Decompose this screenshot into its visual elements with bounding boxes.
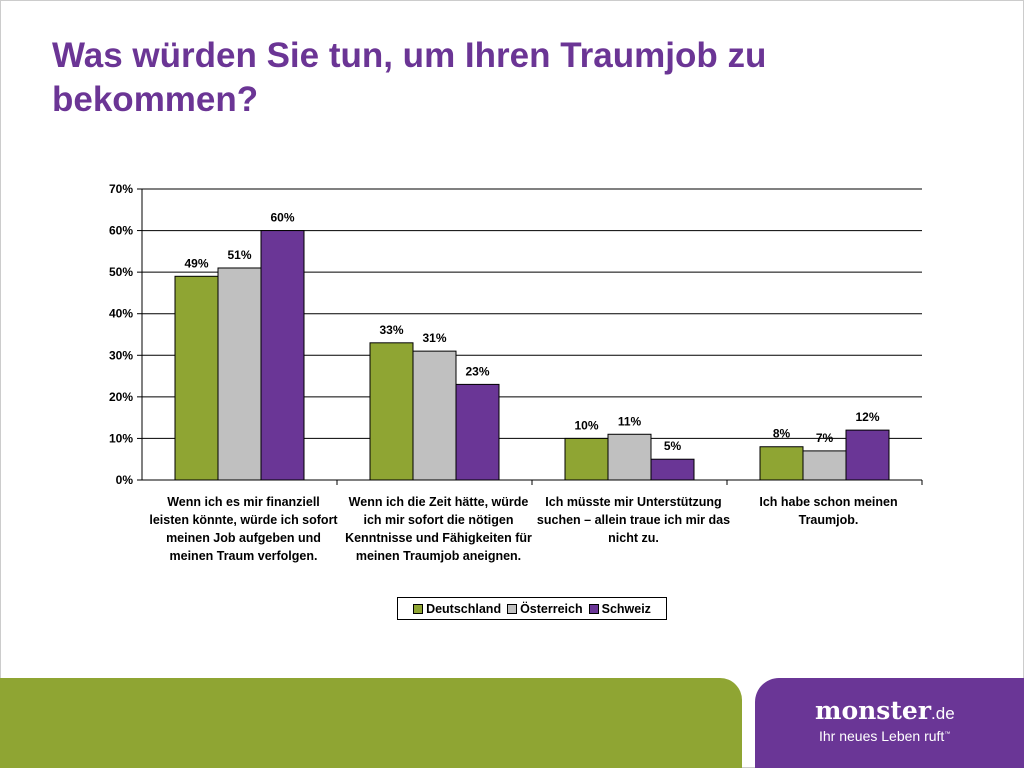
- bar-österreich: [802, 450, 847, 481]
- monster-logo: monster.de: [815, 696, 955, 725]
- logo-text: monster: [815, 696, 932, 725]
- bar-österreich: [412, 350, 457, 481]
- data-label: 11%: [618, 414, 642, 428]
- y-tick-label: 50%: [109, 265, 133, 279]
- data-label: 33%: [379, 323, 403, 337]
- tagline: Ihr neues Leben ruft™: [819, 728, 950, 744]
- y-tick-label: 10%: [109, 431, 133, 445]
- y-tick-label: 0%: [116, 473, 134, 487]
- bar-deutschland: [759, 446, 804, 481]
- data-label: 7%: [816, 431, 834, 445]
- bar-schweiz: [650, 458, 695, 481]
- data-label: 60%: [270, 211, 294, 225]
- bar-deutschland: [564, 437, 609, 481]
- x-category-label: Ich müsste mir Unterstützung suchen – al…: [536, 495, 731, 545]
- legend-swatch: [588, 603, 599, 614]
- legend: Deutschland Österreich Schweiz: [397, 597, 667, 620]
- data-label: 31%: [422, 331, 446, 345]
- legend-item-deutschland: Deutschland: [413, 602, 501, 616]
- bar-deutschland: [369, 342, 414, 481]
- legend-label: Deutschland: [426, 601, 502, 616]
- data-label: 5%: [664, 439, 682, 453]
- x-category-label: Wenn ich es mir finanziell leisten könnt…: [149, 495, 338, 563]
- data-label: 23%: [465, 364, 489, 378]
- legend-label: Schweiz: [601, 601, 651, 616]
- y-tick-label: 20%: [109, 390, 133, 404]
- data-label: 10%: [574, 418, 598, 432]
- legend-item-schweiz: Schweiz: [588, 601, 651, 616]
- footer-green-band: [0, 678, 742, 768]
- bar-schweiz: [455, 383, 500, 481]
- x-category-label: Wenn ich die Zeit hätte, würde ich mir s…: [345, 495, 532, 563]
- bar-schweiz: [845, 429, 890, 481]
- y-tick-label: 30%: [109, 348, 133, 362]
- bar-österreich: [217, 267, 262, 481]
- legend-swatch: [507, 603, 518, 614]
- data-label: 12%: [855, 410, 879, 424]
- tagline-text: Ihr neues Leben ruft: [819, 728, 945, 744]
- x-category-label: Ich habe schon meinen Traumjob.: [759, 495, 898, 527]
- y-tick-label: 40%: [109, 307, 133, 321]
- data-label: 8%: [773, 427, 791, 441]
- bar-schweiz: [260, 230, 305, 481]
- y-tick-label: 60%: [109, 224, 133, 238]
- bar-österreich: [607, 433, 652, 481]
- bar-deutschland: [174, 275, 219, 481]
- legend-swatch: [413, 603, 424, 614]
- footer-brand-panel: monster.de Ihr neues Leben ruft™: [755, 678, 1024, 768]
- data-label: 51%: [227, 248, 251, 262]
- legend-label: Österreich: [520, 601, 583, 616]
- legend-item-oesterreich: Österreich: [507, 602, 583, 616]
- trademark: ™: [944, 731, 951, 738]
- logo-suffix: .de: [931, 704, 955, 723]
- data-label: 49%: [184, 256, 208, 270]
- slide-title: Was würden Sie tun, um Ihren Traumjob zu…: [52, 36, 767, 119]
- y-tick-label: 70%: [109, 182, 133, 196]
